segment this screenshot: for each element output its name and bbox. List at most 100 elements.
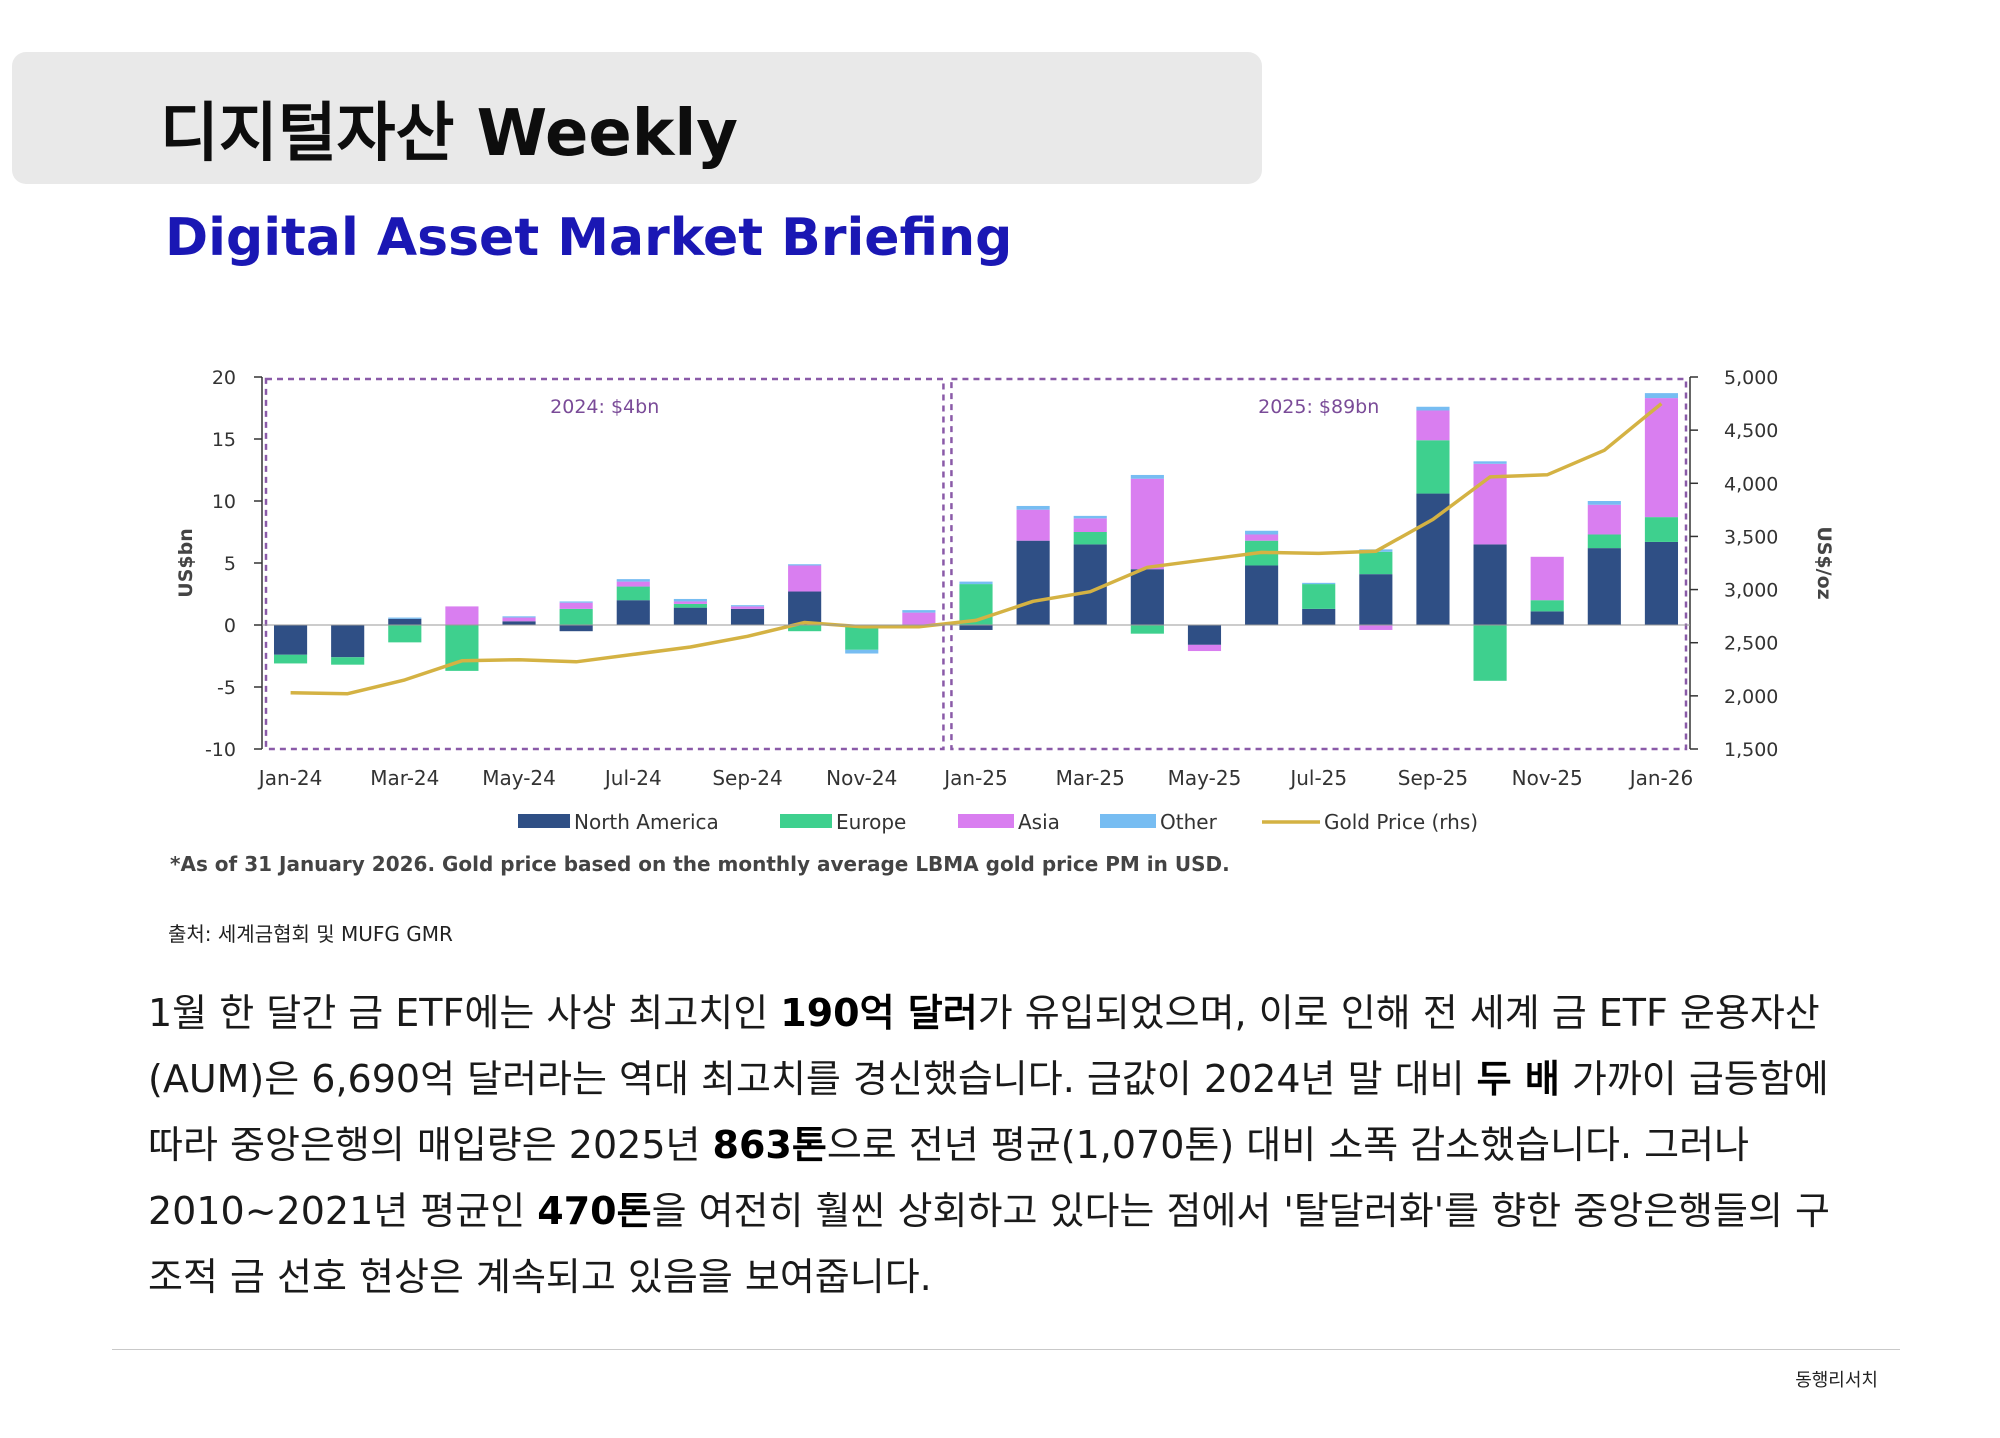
- bar-segment: [1016, 505, 1050, 510]
- bar-segment: [331, 657, 365, 665]
- body-text-run: 가 유입되었으며, 이로 인해 전 세계 금 ETF 운용자산(AUM)은 6,…: [148, 991, 1820, 1101]
- right-axis-tick-label: 3,500: [1724, 526, 1778, 548]
- body-highlight: 863톤: [712, 1123, 827, 1167]
- bar-segment: [1587, 501, 1621, 505]
- bar-segment: [673, 598, 707, 602]
- bar-segment: [1587, 548, 1621, 625]
- bar-segment: [730, 605, 765, 607]
- bar-segment: [1073, 515, 1107, 519]
- bar-segment: [730, 608, 765, 625]
- page-subtitle: Digital Asset Market Briefing: [165, 208, 1013, 268]
- bar-segment: [559, 602, 593, 609]
- bar-segment: [959, 625, 993, 630]
- chart-footnote: *As of 31 January 2026. Gold price based…: [170, 852, 1230, 876]
- bar-segment: [1130, 625, 1164, 634]
- bar-segment: [616, 600, 650, 625]
- x-axis-tick-label: Nov-25: [1512, 766, 1583, 790]
- bar-segment: [1473, 461, 1507, 464]
- x-axis-tick-label: Sep-25: [1398, 766, 1468, 790]
- bar-segment: [1302, 582, 1336, 585]
- bar-segment: [1016, 509, 1050, 541]
- bar-segment: [388, 625, 422, 643]
- bar-segment: [1245, 534, 1279, 541]
- legend-swatch: [1100, 814, 1156, 828]
- bar-segment: [1644, 517, 1679, 542]
- header-banner: [12, 52, 1262, 184]
- bar-segment: [1473, 544, 1507, 625]
- bar-segment: [1359, 551, 1393, 575]
- annotation-2025: 2025: $89bn: [1258, 396, 1379, 418]
- bar-segment: [1130, 478, 1164, 570]
- page-title: 디지털자산 Weekly: [160, 97, 739, 171]
- year-box-2024: [264, 377, 945, 751]
- bar-segment: [1130, 474, 1164, 479]
- bar-segment: [1644, 541, 1679, 625]
- bar-segment: [273, 625, 308, 655]
- bar-segment: [1416, 493, 1450, 625]
- footer-brand: 동행리서치: [1795, 1370, 1878, 1391]
- right-axis-tick-label: 3,000: [1724, 580, 1778, 602]
- bar-segment: [673, 603, 707, 608]
- left-axis-label: US$bn: [175, 528, 197, 597]
- right-axis-label: US$/oz: [1813, 526, 1835, 599]
- bar-segment: [1587, 534, 1621, 549]
- bar-segment: [388, 618, 422, 625]
- legend-label: Gold Price (rhs): [1324, 810, 1478, 834]
- bar-segment: [1530, 600, 1564, 612]
- bar-segment: [1587, 504, 1621, 535]
- right-axis-tick-label: 4,500: [1724, 420, 1778, 442]
- x-axis-tick-label: Mar-24: [370, 766, 439, 790]
- bar-segment: [788, 565, 822, 592]
- body-highlight: 470톤: [537, 1189, 652, 1233]
- bar-segment: [559, 608, 593, 625]
- bar-segment: [331, 625, 365, 658]
- body-highlight: 두 배: [1476, 1057, 1560, 1101]
- bar-segment: [273, 654, 308, 664]
- gold-price-line: [290, 402, 1663, 696]
- bar-segment: [1016, 540, 1050, 625]
- bar-segment: [616, 581, 650, 587]
- body-paragraph: 1월 한 달간 금 ETF에는 사상 최고치인 190억 달러가 유입되었으며,…: [148, 980, 1848, 1310]
- x-axis-tick-label: Jul-25: [1288, 766, 1347, 790]
- bar-segment: [1187, 625, 1222, 645]
- bar-segment: [388, 617, 422, 619]
- bar-segment: [788, 564, 822, 566]
- right-axis-tick-label: 4,000: [1724, 473, 1778, 495]
- left-axis-tick-label: 15: [212, 429, 236, 451]
- x-axis-tick-label: Jan-24: [257, 766, 323, 790]
- bar-segment: [502, 621, 536, 625]
- body-text-run: 가까이 급등함에 따라 중앙은행의 매입량은 2025년: [148, 1057, 1829, 1167]
- left-axis-tick-label: -5: [217, 677, 236, 699]
- bar-segment: [730, 606, 765, 609]
- bar-segment: [1187, 644, 1222, 652]
- left-axis-tick-label: 5: [224, 553, 236, 575]
- bar-segment: [673, 607, 707, 625]
- right-axis-tick-label: 2,000: [1724, 686, 1778, 708]
- bar-segment: [1302, 584, 1336, 609]
- legend-swatch: [780, 814, 832, 828]
- legend-label: North America: [574, 810, 719, 834]
- year-box-2025: [950, 377, 1688, 751]
- x-axis-tick-label: Mar-25: [1056, 766, 1125, 790]
- bar-segment: [1416, 440, 1450, 494]
- bar-segment: [1416, 410, 1450, 441]
- footer-divider: [112, 1349, 1900, 1350]
- bar-segment: [1073, 532, 1107, 545]
- left-axis-tick-label: 0: [224, 615, 236, 637]
- bar-segment: [1416, 406, 1450, 411]
- x-axis-tick-label: Nov-24: [826, 766, 897, 790]
- bar-segment: [1530, 611, 1564, 625]
- bar-segment: [902, 612, 936, 625]
- bar-segment: [902, 610, 936, 613]
- bar-segment: [845, 625, 879, 650]
- bar-segment: [788, 625, 822, 632]
- x-axis-tick-label: Jan-26: [1628, 766, 1694, 790]
- bar-segment: [1359, 574, 1393, 625]
- bar-segment: [1644, 398, 1679, 518]
- body-text-run: 1월 한 달간 금 ETF에는 사상 최고치인: [148, 991, 781, 1035]
- bar-segment: [1644, 393, 1679, 399]
- left-axis-tick-label: 20: [212, 367, 236, 389]
- right-axis-tick-label: 1,500: [1724, 739, 1778, 761]
- bar-segment: [616, 579, 650, 582]
- bar-segment: [788, 591, 822, 625]
